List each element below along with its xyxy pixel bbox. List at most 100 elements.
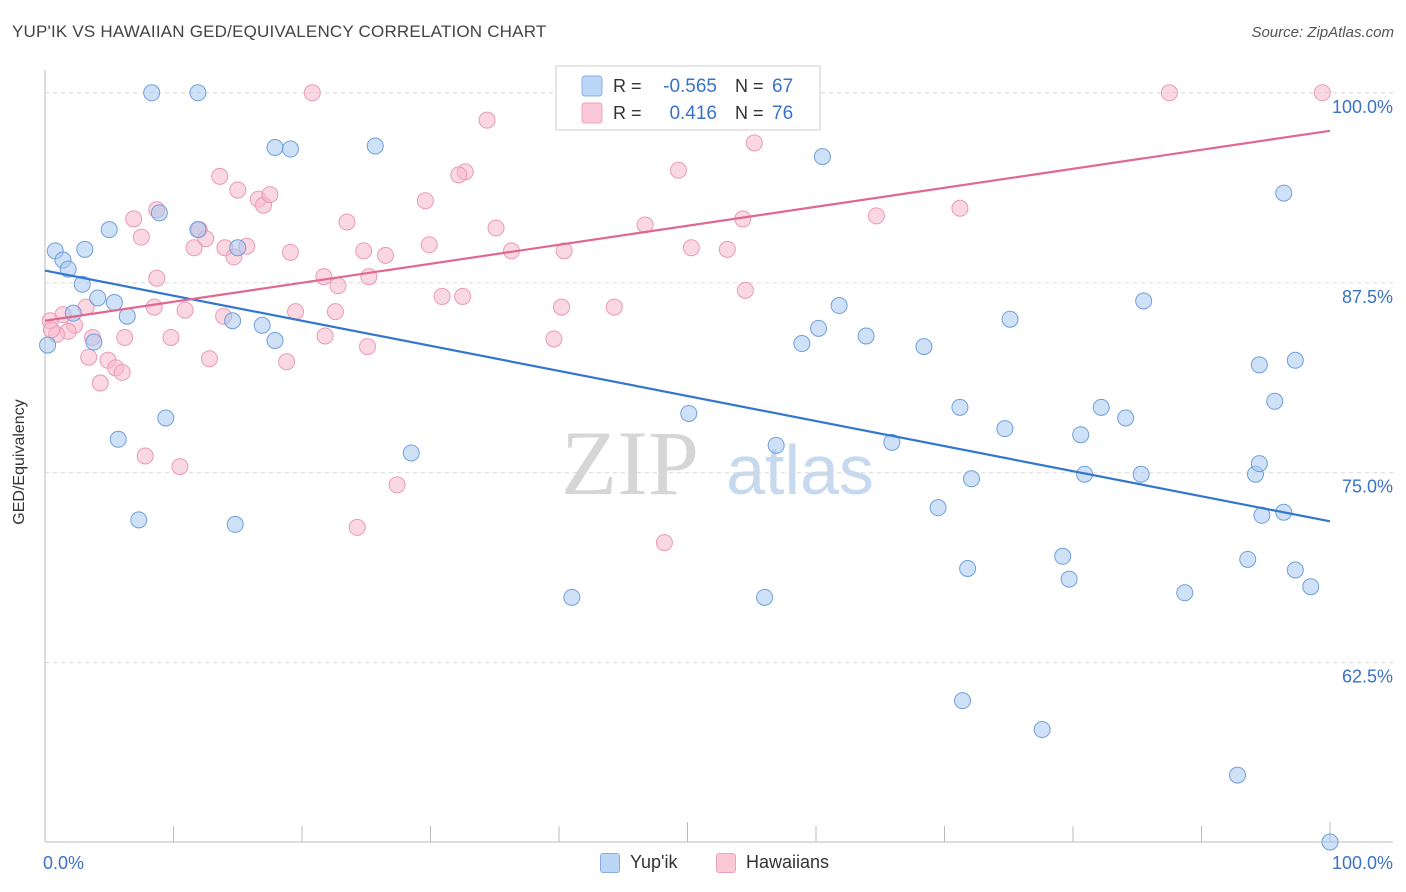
hawaiians-point xyxy=(278,353,296,371)
yupik-point xyxy=(1286,351,1304,369)
hawaiians-point xyxy=(450,166,468,184)
watermark-atlas: atlas xyxy=(726,431,874,509)
hawaiians-point xyxy=(211,167,229,185)
hawaiians-point xyxy=(433,287,451,305)
hawaiians-point xyxy=(1160,84,1178,102)
yupik-point xyxy=(830,297,848,315)
hawaiians-point xyxy=(736,281,754,299)
yupik-point xyxy=(793,335,811,353)
yupik-point xyxy=(1060,570,1078,588)
x-axis-ticks xyxy=(44,822,1331,842)
legend-n-value-2: 76 xyxy=(772,103,793,124)
y-tick-label: 87.5% xyxy=(1342,287,1393,307)
yupik-point xyxy=(64,304,82,322)
hawaiians-point xyxy=(162,328,180,346)
hawaiians-point xyxy=(1313,84,1331,102)
hawaiians-point xyxy=(229,181,247,199)
hawaiians-point xyxy=(287,303,305,321)
hawaiians-point xyxy=(261,186,279,204)
hawaiians-point xyxy=(545,330,563,348)
hawaiians-point xyxy=(303,84,321,102)
hawaiians-point xyxy=(176,301,194,319)
yupik-point xyxy=(157,409,175,427)
yupik-point xyxy=(253,316,271,334)
yupik-point xyxy=(1054,547,1072,565)
yupik-point xyxy=(130,511,148,529)
legend-r-value-1: -0.565 xyxy=(663,76,717,97)
yupik-point xyxy=(915,338,933,356)
yupik-point xyxy=(810,319,828,337)
legend-swatch-hawaiians-bottom xyxy=(716,852,736,873)
yupik-point xyxy=(39,336,57,354)
hawaiians-point xyxy=(388,476,406,494)
yupik-point xyxy=(996,420,1014,438)
hawaiians-point xyxy=(315,268,333,286)
yupik-point xyxy=(100,221,118,239)
grid-lines xyxy=(45,92,1393,664)
yupik-point xyxy=(89,289,107,307)
yupik-point xyxy=(229,239,247,257)
yupik-point xyxy=(150,204,168,222)
hawaiians-point xyxy=(125,210,143,228)
legend-r-label-2: R = xyxy=(613,103,642,123)
y-tick-label: 100.0% xyxy=(1332,97,1393,117)
yupik-point xyxy=(1239,550,1257,568)
hawaiians-point xyxy=(136,447,154,465)
hawaiians-point xyxy=(478,111,496,129)
hawaiians-point xyxy=(42,321,60,339)
hawaiians-point xyxy=(116,328,134,346)
hawaiians-point xyxy=(348,518,366,536)
series-yupik xyxy=(39,84,1339,851)
yupik-point xyxy=(281,140,299,158)
yupik-point xyxy=(1176,584,1194,602)
yupik-point xyxy=(680,404,698,422)
legend-label-hawaiians: Hawaiians xyxy=(746,852,830,872)
hawaiians-point xyxy=(670,161,688,179)
yupik-point xyxy=(767,436,785,454)
yupik-point xyxy=(756,588,774,606)
hawaiians-point xyxy=(185,239,203,257)
y-tick-label: 62.5% xyxy=(1342,667,1393,687)
legend-label-yupik: Yup'ik xyxy=(630,852,678,872)
yupik-point xyxy=(1286,561,1304,579)
hawaiians-point xyxy=(91,374,109,392)
yupik-point xyxy=(143,84,161,102)
hawaiians-point xyxy=(171,458,189,476)
hawaiians-point xyxy=(316,327,334,345)
yupik-point xyxy=(1117,409,1135,427)
yupik-point xyxy=(1302,578,1320,596)
hawaiians-point xyxy=(867,207,885,225)
yupik-point xyxy=(1250,455,1268,473)
legend-swatch-hawaiians xyxy=(581,102,603,124)
yupik-point xyxy=(76,240,94,258)
yupik-point xyxy=(85,333,103,351)
yupik-point xyxy=(1072,426,1090,444)
yupik-point xyxy=(883,433,901,451)
yupik-point xyxy=(1132,465,1150,483)
hawaiians-point xyxy=(718,240,736,258)
yupik-point xyxy=(1228,766,1246,784)
trend-lines xyxy=(44,129,1331,523)
legend-r-value-2: 0.416 xyxy=(669,103,717,124)
yupik-point xyxy=(402,444,420,462)
yupik-point xyxy=(73,275,91,293)
yupik-point xyxy=(962,470,980,488)
yupik-point xyxy=(189,84,207,102)
hawaiians-point xyxy=(416,192,434,210)
hawaiians-point xyxy=(605,298,623,316)
hawaiians-point xyxy=(132,228,150,246)
yupik-point xyxy=(1001,310,1019,328)
hawaiians-point xyxy=(80,348,98,366)
hawaiians-point xyxy=(355,242,373,260)
hawaiians-point xyxy=(951,199,969,217)
yupik-point xyxy=(224,312,242,330)
hawaiians-point xyxy=(200,350,218,368)
hawaiians-point xyxy=(338,213,356,231)
yupik-point xyxy=(1135,292,1153,310)
hawaiians-point xyxy=(682,239,700,257)
yupik-point xyxy=(951,398,969,416)
yupik-point xyxy=(189,221,207,239)
legend-n-value-1: 67 xyxy=(772,76,793,97)
hawaiians-point xyxy=(359,338,377,356)
hawaiians-point xyxy=(145,298,163,316)
